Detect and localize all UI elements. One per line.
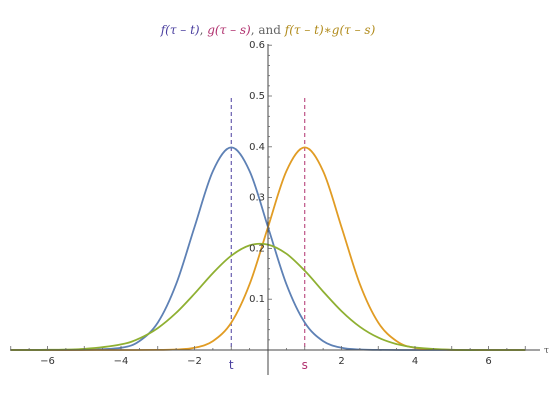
title-separator-1: , — [200, 23, 208, 37]
marker-label-t: t — [229, 358, 234, 372]
x-tick-label: 4 — [412, 356, 418, 367]
marker-label-s: s — [302, 358, 308, 372]
title-g-part: g(τ – s) — [207, 23, 251, 37]
y-tick-label: 0.3 — [249, 193, 265, 204]
y-tick-label: 0.2 — [249, 243, 265, 254]
title-separator-2: , and — [251, 23, 285, 37]
y-tick-label: 0.1 — [249, 294, 265, 305]
axes — [10, 44, 540, 375]
y-tick-label: 0.4 — [249, 142, 265, 153]
x-tick-label: 6 — [485, 356, 491, 367]
title-convolution-part: f(τ – t)∗g(τ – s) — [284, 23, 376, 37]
x-tick-label: −6 — [40, 356, 55, 367]
x-tick-label: −2 — [187, 356, 202, 367]
x-tick-label: 2 — [338, 356, 344, 367]
x-axis-variable-label: τ — [544, 346, 549, 356]
chart-title: f(τ – t), g(τ – s), and f(τ – t)∗g(τ – s… — [160, 23, 376, 37]
x-tick-label: −4 — [114, 356, 129, 367]
title-f-part: f(τ – t) — [160, 23, 200, 37]
y-tick-label: 0.5 — [249, 91, 265, 102]
y-tick-label: 0.6 — [249, 40, 265, 51]
axis-ticks: −6 −4 −2 2 4 6 0.1 0.2 0.3 0.4 0.5 0.6 — [10, 40, 526, 367]
